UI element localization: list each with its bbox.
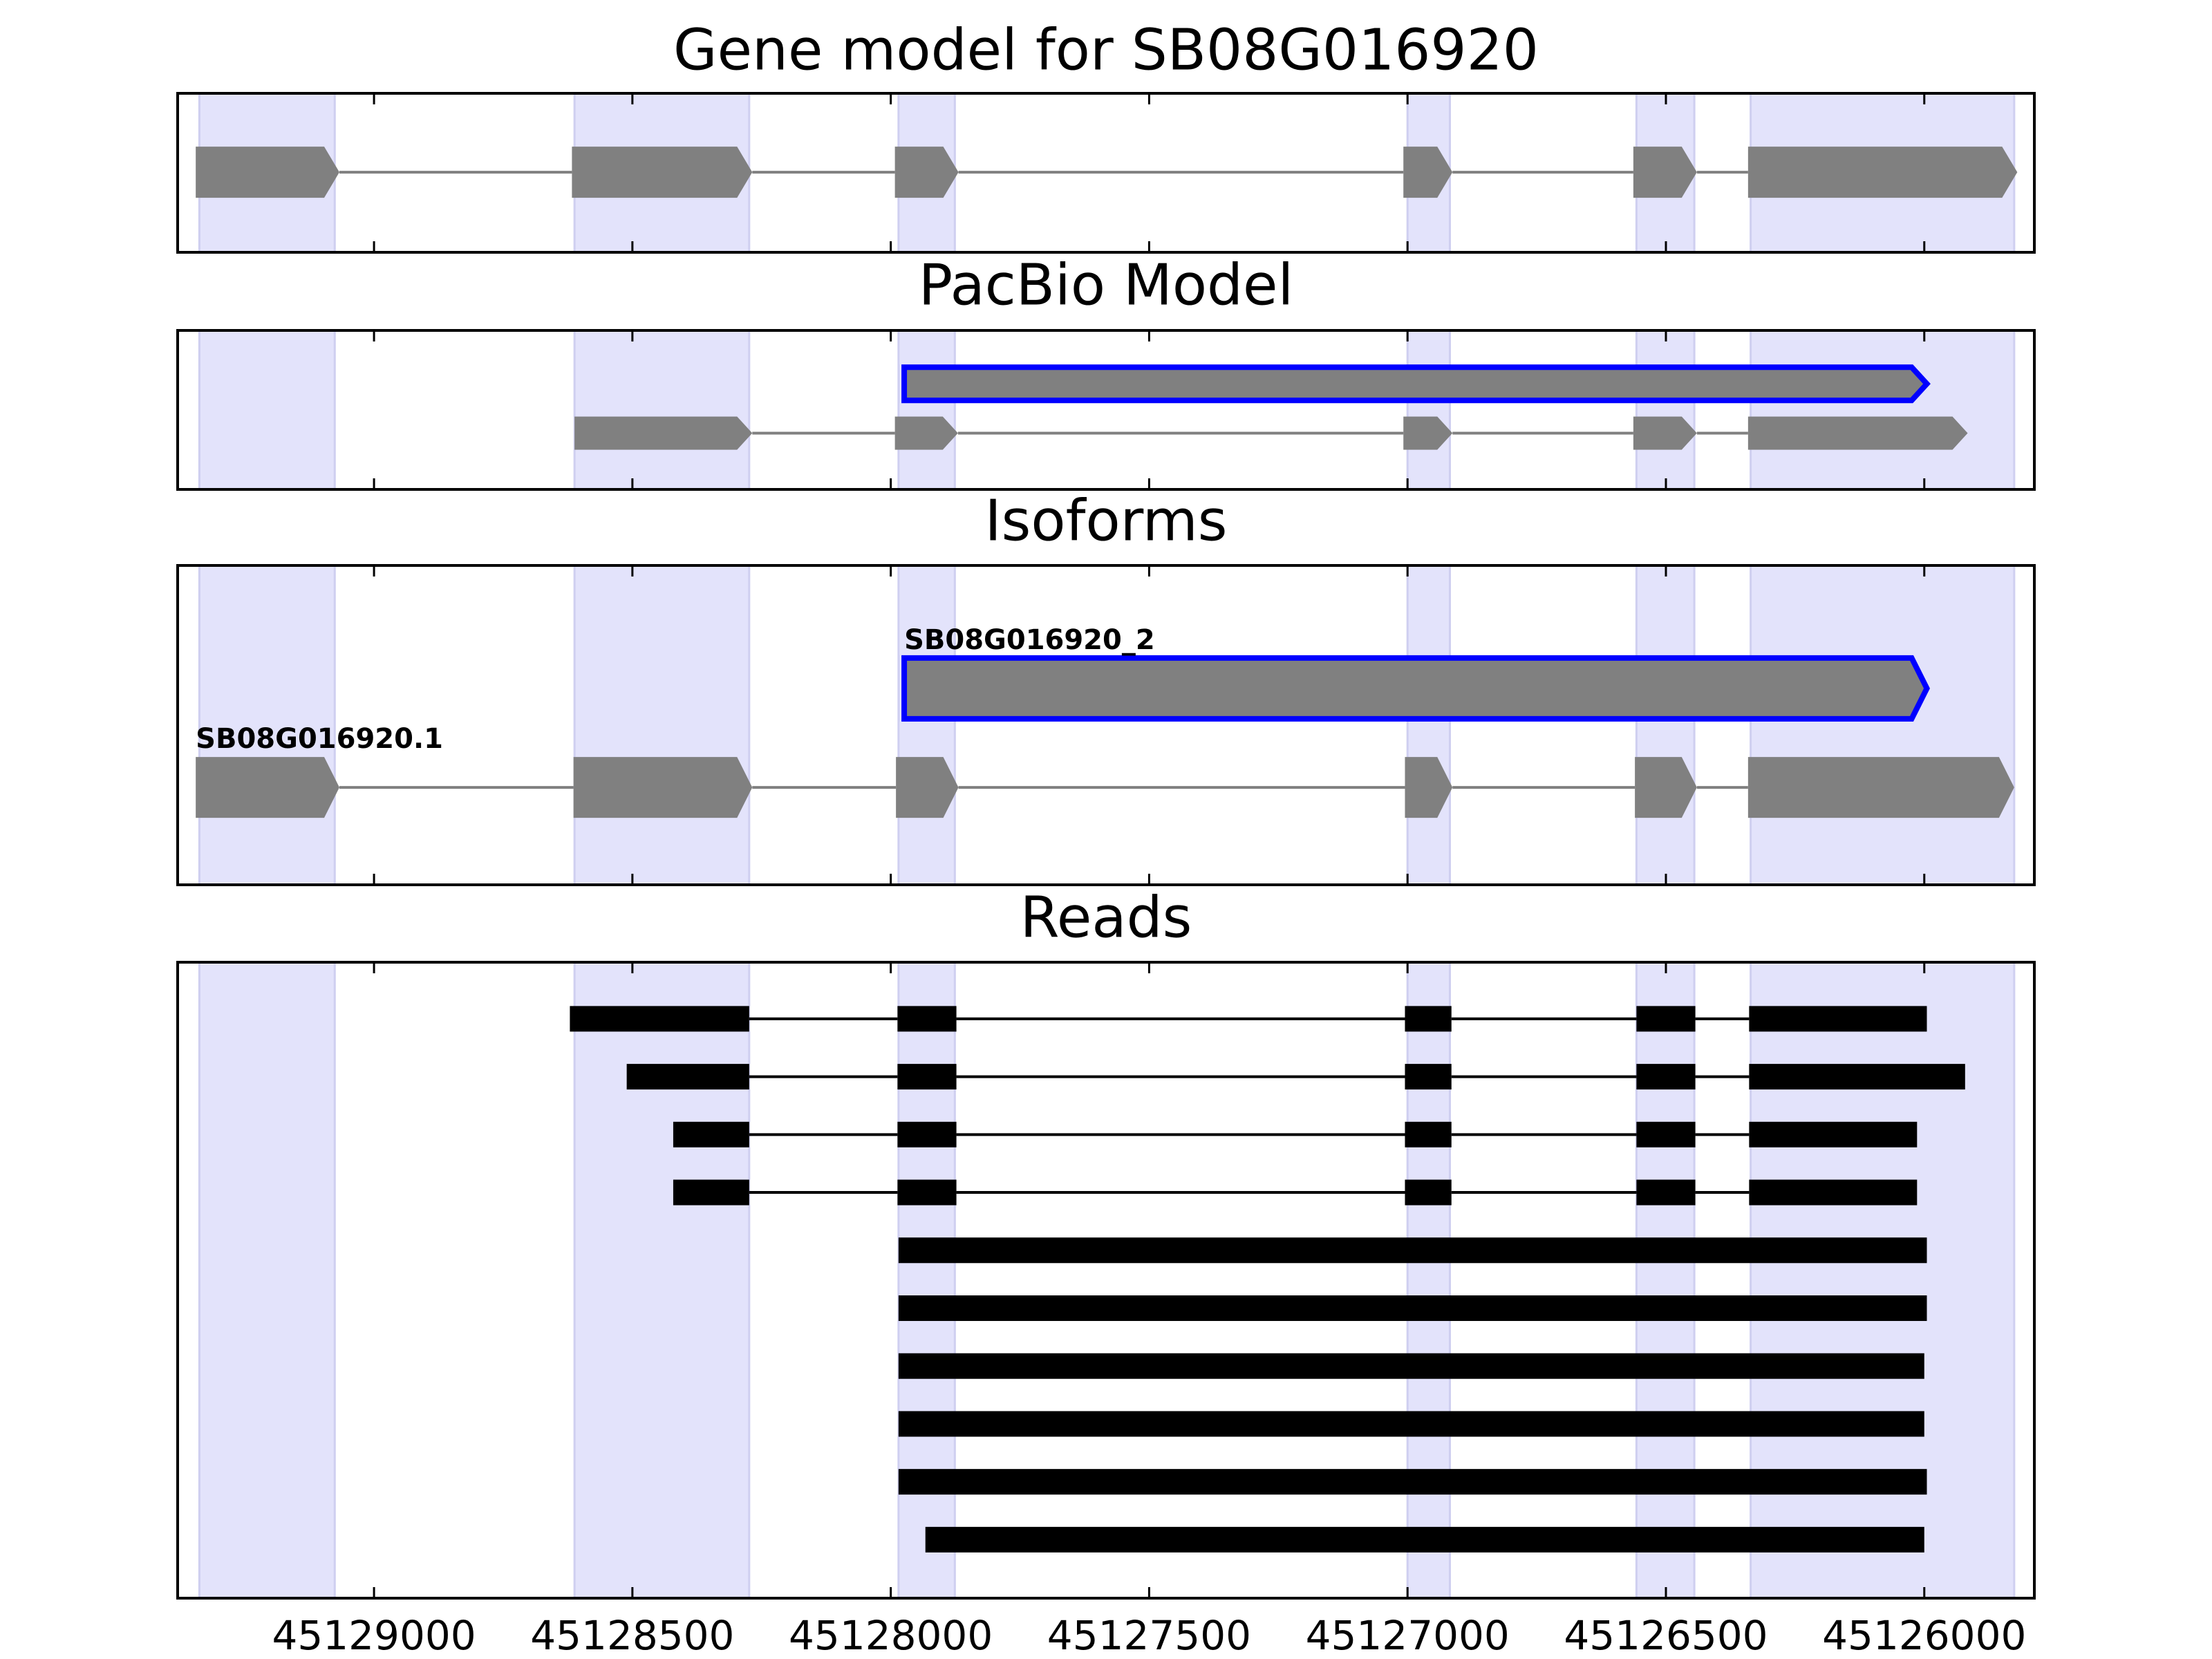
x-tick-label: 45127500 — [1047, 1612, 1251, 1659]
read-block — [673, 1179, 749, 1206]
exon-region — [897, 961, 956, 1600]
read-block — [1636, 1121, 1696, 1147]
read-block — [1405, 1006, 1452, 1032]
read-block — [570, 1006, 749, 1032]
x-tick-label: 45126500 — [1564, 1612, 1768, 1659]
read-block — [673, 1121, 749, 1147]
exon — [1405, 757, 1453, 818]
exon — [894, 416, 958, 450]
read-block — [897, 1006, 957, 1032]
panel-title: Reads — [1020, 885, 1192, 950]
exon-region — [198, 329, 336, 491]
exon — [1747, 416, 1968, 450]
exon-region — [573, 329, 751, 491]
x-tick-label: 45129000 — [272, 1612, 476, 1659]
read-block — [898, 1411, 1924, 1437]
read-block — [898, 1237, 1927, 1264]
x-tick-label: 45128000 — [789, 1612, 993, 1659]
x-tick-label: 45127000 — [1306, 1612, 1510, 1659]
exon-region — [897, 329, 956, 491]
exon-region — [897, 564, 956, 886]
read-block — [897, 1064, 957, 1090]
read-block — [1749, 1121, 1918, 1147]
exon — [572, 147, 753, 198]
read-block — [1636, 1006, 1696, 1032]
exon — [1747, 757, 2014, 818]
exon — [1633, 147, 1697, 198]
exon — [196, 757, 339, 818]
panel-title: PacBio Model — [919, 252, 1294, 318]
axes-frame — [176, 92, 2036, 254]
feature-label: SB08G016920.1 — [196, 723, 443, 755]
read-block — [1405, 1121, 1452, 1147]
exon-region — [1635, 564, 1696, 886]
exon-region — [573, 564, 751, 886]
exon-region — [1406, 329, 1452, 491]
exon — [1633, 416, 1697, 450]
exon-region — [1750, 329, 2016, 491]
x-tick-label: 45126000 — [1822, 1612, 2026, 1659]
exon-region — [1750, 961, 2016, 1600]
exon — [901, 364, 1931, 404]
read-block — [1749, 1179, 1918, 1206]
read-block — [1405, 1179, 1452, 1206]
x-tick-label: 45128500 — [530, 1612, 734, 1659]
exon — [573, 757, 753, 818]
exon-region — [1750, 564, 2016, 886]
panel-title: Isoforms — [985, 488, 1228, 554]
read-block — [925, 1526, 1924, 1553]
exon — [1747, 147, 2018, 198]
read-block — [1636, 1179, 1696, 1206]
read-block — [898, 1469, 1927, 1495]
exon — [1635, 757, 1697, 818]
exon — [894, 147, 959, 198]
exon — [1403, 147, 1453, 198]
exon-region — [198, 564, 336, 886]
exon — [574, 416, 753, 450]
read-block — [1749, 1006, 1927, 1032]
axes-frame — [176, 329, 2036, 491]
exon-region — [1406, 564, 1452, 886]
exon-region — [198, 961, 336, 1600]
exon — [196, 147, 339, 198]
exon — [1403, 416, 1453, 450]
read-block — [1636, 1064, 1696, 1090]
exon-region — [1406, 961, 1452, 1600]
axes-frame — [176, 564, 2036, 886]
read-block — [1749, 1064, 1965, 1090]
axes-frame — [176, 961, 2036, 1600]
panel-title: Gene model for SB08G016920 — [673, 17, 1539, 83]
read-block — [897, 1121, 957, 1147]
read-block — [1405, 1064, 1452, 1090]
read-block — [626, 1064, 749, 1090]
exon — [901, 655, 1930, 722]
exon-region — [573, 961, 751, 1600]
feature-label: SB08G016920_2 — [904, 624, 1155, 656]
read-block — [897, 1179, 957, 1206]
read-block — [898, 1295, 1927, 1321]
read-block — [898, 1353, 1924, 1379]
exon-region — [1635, 329, 1696, 491]
exon-region — [1635, 961, 1696, 1600]
exon — [896, 757, 959, 818]
